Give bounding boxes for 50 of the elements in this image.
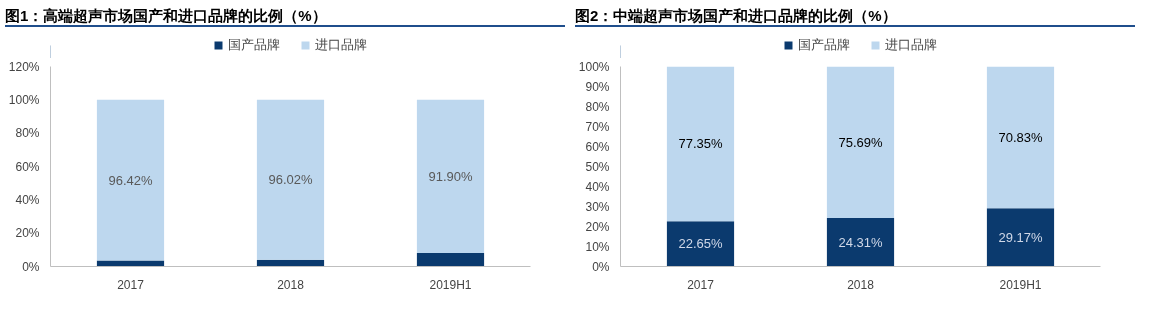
y-tick-label: 20% xyxy=(15,226,40,241)
legend-label: 进口品牌 xyxy=(315,36,367,54)
data-label: 70.83% xyxy=(998,129,1043,145)
y-tick-label: 70% xyxy=(585,119,610,134)
y-tick-label: 60% xyxy=(15,159,40,174)
x-tick-label: 2018 xyxy=(277,277,305,292)
y-tick-label: 80% xyxy=(585,99,610,114)
bar xyxy=(986,208,1055,267)
bar xyxy=(256,99,325,260)
y-tick-label: 20% xyxy=(585,219,610,234)
data-label: 24.31% xyxy=(838,234,883,250)
x-tick-label: 2017 xyxy=(687,277,715,292)
legend-label: 国产品牌 xyxy=(228,36,280,54)
bar xyxy=(826,217,895,267)
chart-title: 图1：高端超声市场国产和进口品牌的比例（%） xyxy=(5,6,327,26)
x-tick-label: 2017 xyxy=(117,277,145,292)
data-label: 29.17% xyxy=(998,229,1043,245)
x-tick-label: 2019H1 xyxy=(429,277,472,292)
y-tick-label: 90% xyxy=(585,79,610,94)
y-tick-label: 0% xyxy=(592,259,610,274)
chart-title: 图2：中端超声市场国产和进口品牌的比例（%） xyxy=(575,6,897,26)
data-label: 75.69% xyxy=(838,134,883,150)
data-label: 91.90% xyxy=(428,168,473,184)
data-label: 22.65% xyxy=(678,236,723,252)
bar xyxy=(666,66,735,222)
bar xyxy=(826,66,895,218)
bar xyxy=(256,259,325,267)
x-tick-label: 2018 xyxy=(847,277,875,292)
data-label: 77.35% xyxy=(678,136,723,152)
y-tick-label: 40% xyxy=(585,179,610,194)
bar xyxy=(666,221,735,267)
y-tick-label: 50% xyxy=(585,159,610,174)
bar xyxy=(416,253,485,267)
y-tick-label: 30% xyxy=(585,199,610,214)
y-tick-label: 100% xyxy=(578,59,610,74)
data-label: 96.42% xyxy=(108,172,153,188)
y-tick-label: 60% xyxy=(585,139,610,154)
y-tick-label: 40% xyxy=(15,192,40,207)
y-tick-label: 0% xyxy=(22,259,40,274)
bar xyxy=(416,99,485,253)
bar xyxy=(986,66,1055,209)
x-tick-label: 2019H1 xyxy=(999,277,1042,292)
legend-label: 进口品牌 xyxy=(885,36,937,54)
legend-label: 国产品牌 xyxy=(798,36,850,54)
y-tick-label: 80% xyxy=(15,126,40,141)
y-tick-label: 120% xyxy=(8,59,40,74)
data-label: 96.02% xyxy=(268,172,313,188)
y-tick-label: 100% xyxy=(8,92,40,107)
bar xyxy=(96,99,165,261)
y-tick-label: 10% xyxy=(585,239,610,254)
